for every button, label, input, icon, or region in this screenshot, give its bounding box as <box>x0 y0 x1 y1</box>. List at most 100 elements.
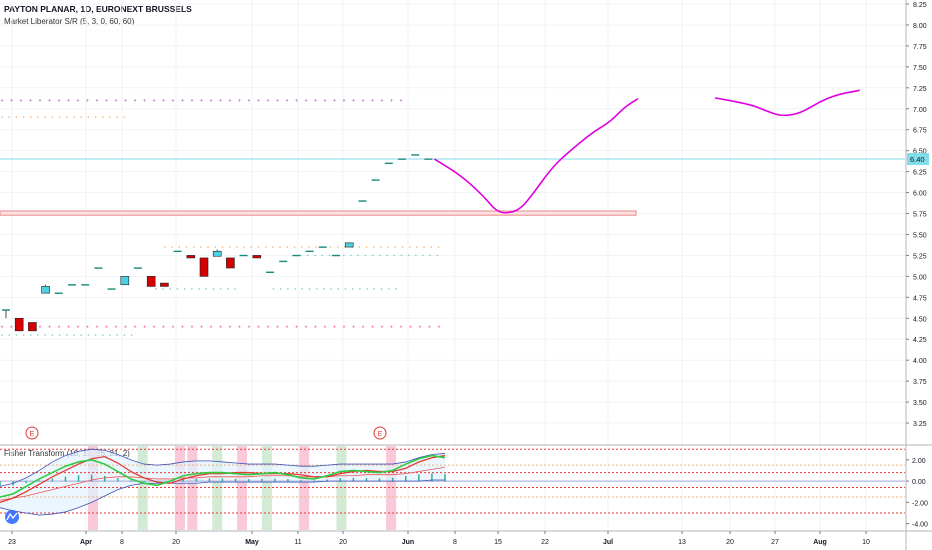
sr-level-mark <box>257 246 260 248</box>
sr-level-mark <box>30 334 32 336</box>
sr-level-mark <box>430 246 432 248</box>
price-axis: 3.25 3.50 3.75 4.00 4.25 4.50 4.75 5.00 5.25 5.50… <box>906 2 929 529</box>
fisher-tick-label: -4.00 <box>912 522 928 529</box>
candle <box>120 276 130 286</box>
price-tick-label: 4.00 <box>913 358 927 365</box>
sr-level-mark <box>227 288 229 290</box>
time-tick-label: 11 <box>294 539 301 546</box>
sr-level-mark <box>250 246 252 248</box>
signal-column <box>386 446 397 530</box>
trigger-line <box>0 454 446 503</box>
indicator-label-sr[interactable]: Market Liberator S/R (5, 3, 0, 60, 60) <box>4 17 135 26</box>
candle <box>279 260 288 263</box>
indicator-label-fisher[interactable]: Fisher Transform (10, 12, 26, 21, 2) <box>4 449 130 458</box>
fisher-hist-bar <box>378 478 381 482</box>
fisher-hist-bar <box>90 474 93 482</box>
event-marker-circle <box>25 426 39 440</box>
sr-level-mark <box>22 116 25 118</box>
sr-level-mark <box>164 246 166 248</box>
sr-level-mark <box>198 288 200 290</box>
signal-column <box>174 446 185 530</box>
price-tick-label: 7.75 <box>913 44 927 51</box>
candle <box>212 250 222 257</box>
sr-level-mark <box>214 246 216 248</box>
sr-level-mark <box>352 288 354 290</box>
price-tick-label: 4.50 <box>913 316 927 323</box>
tradingview-logo-icon <box>5 510 19 524</box>
signal-column <box>261 446 272 530</box>
candle <box>199 257 209 277</box>
sr-level-mark <box>130 334 133 336</box>
price-tick-label: 6.25 <box>913 170 927 177</box>
sr-level-mark <box>87 334 90 336</box>
candle <box>94 267 103 269</box>
fisher-hist-bar <box>352 477 355 482</box>
sr-level-mark <box>1 334 3 336</box>
sr-level-mark <box>207 246 209 248</box>
signal-column <box>299 446 310 530</box>
sr-level-mark <box>401 246 404 248</box>
price-tick-label: 5.50 <box>913 232 927 239</box>
time-tick-label: 13 <box>678 539 686 546</box>
logo-mark <box>6 512 18 521</box>
sr-level-mark <box>393 254 395 257</box>
sr-level-mark <box>343 254 345 257</box>
event-marker: E <box>373 426 387 440</box>
sr-level-mark <box>366 288 368 290</box>
sr-level-mark <box>380 288 383 290</box>
price-tag-label: 6.40 <box>910 155 925 164</box>
sr-level-mark <box>308 246 310 248</box>
fisher-hist-bar <box>208 478 211 482</box>
sr-level-mark <box>1 116 3 118</box>
sr-level-mark <box>329 246 332 248</box>
sr-level-mark <box>294 288 296 290</box>
price-tick-label: 3.50 <box>913 400 927 407</box>
sr-level-mark <box>123 334 126 336</box>
candle <box>292 254 301 257</box>
candle <box>305 250 314 253</box>
sr-level-mark <box>80 334 82 336</box>
sr-level-mark <box>388 288 390 290</box>
sr-level-mark <box>123 116 126 118</box>
sr-level-mark <box>58 116 61 118</box>
price-tick-label: 8.25 <box>913 2 927 9</box>
sr-level-mark <box>328 254 331 257</box>
fisher-hist-bar <box>431 473 433 482</box>
sr-level-mark <box>102 116 104 118</box>
signal-column <box>137 446 148 530</box>
time-tick-label: 22 <box>541 539 549 546</box>
fisher-tick-label: -2.00 <box>912 500 928 507</box>
sr-level-mark <box>321 254 323 257</box>
candle <box>54 292 63 294</box>
fisher-hist-bar <box>261 478 263 482</box>
candle <box>107 288 116 290</box>
fisher-hist-bar <box>104 475 106 482</box>
sr-level-mark <box>171 246 173 248</box>
signal-column <box>237 446 248 530</box>
sr-level-mark <box>73 116 75 118</box>
time-tick-label: 15 <box>494 539 502 546</box>
signal-line <box>0 466 446 501</box>
candle <box>344 242 354 248</box>
fisher-hist-bar <box>274 478 276 482</box>
fisher-hist-bar <box>77 475 80 482</box>
price-tag-bg <box>907 153 929 166</box>
candle <box>398 158 406 160</box>
price-tick-label: 5.75 <box>913 212 927 219</box>
time-tick-label: 20 <box>726 539 734 546</box>
fisher-hist-bar <box>117 478 119 482</box>
time-tick-label: 10 <box>862 539 870 546</box>
fisher-hist-bar <box>234 478 237 482</box>
sr-level-mark <box>66 334 68 336</box>
sr-level-mark <box>437 246 440 248</box>
sr-level-mark <box>212 288 215 290</box>
sr-level-mark <box>66 116 68 118</box>
candle <box>371 179 380 181</box>
candle <box>384 162 393 165</box>
time-tick-label: Aug <box>813 539 827 546</box>
sr-level-mark <box>429 254 431 257</box>
sr-level-mark <box>293 246 296 248</box>
